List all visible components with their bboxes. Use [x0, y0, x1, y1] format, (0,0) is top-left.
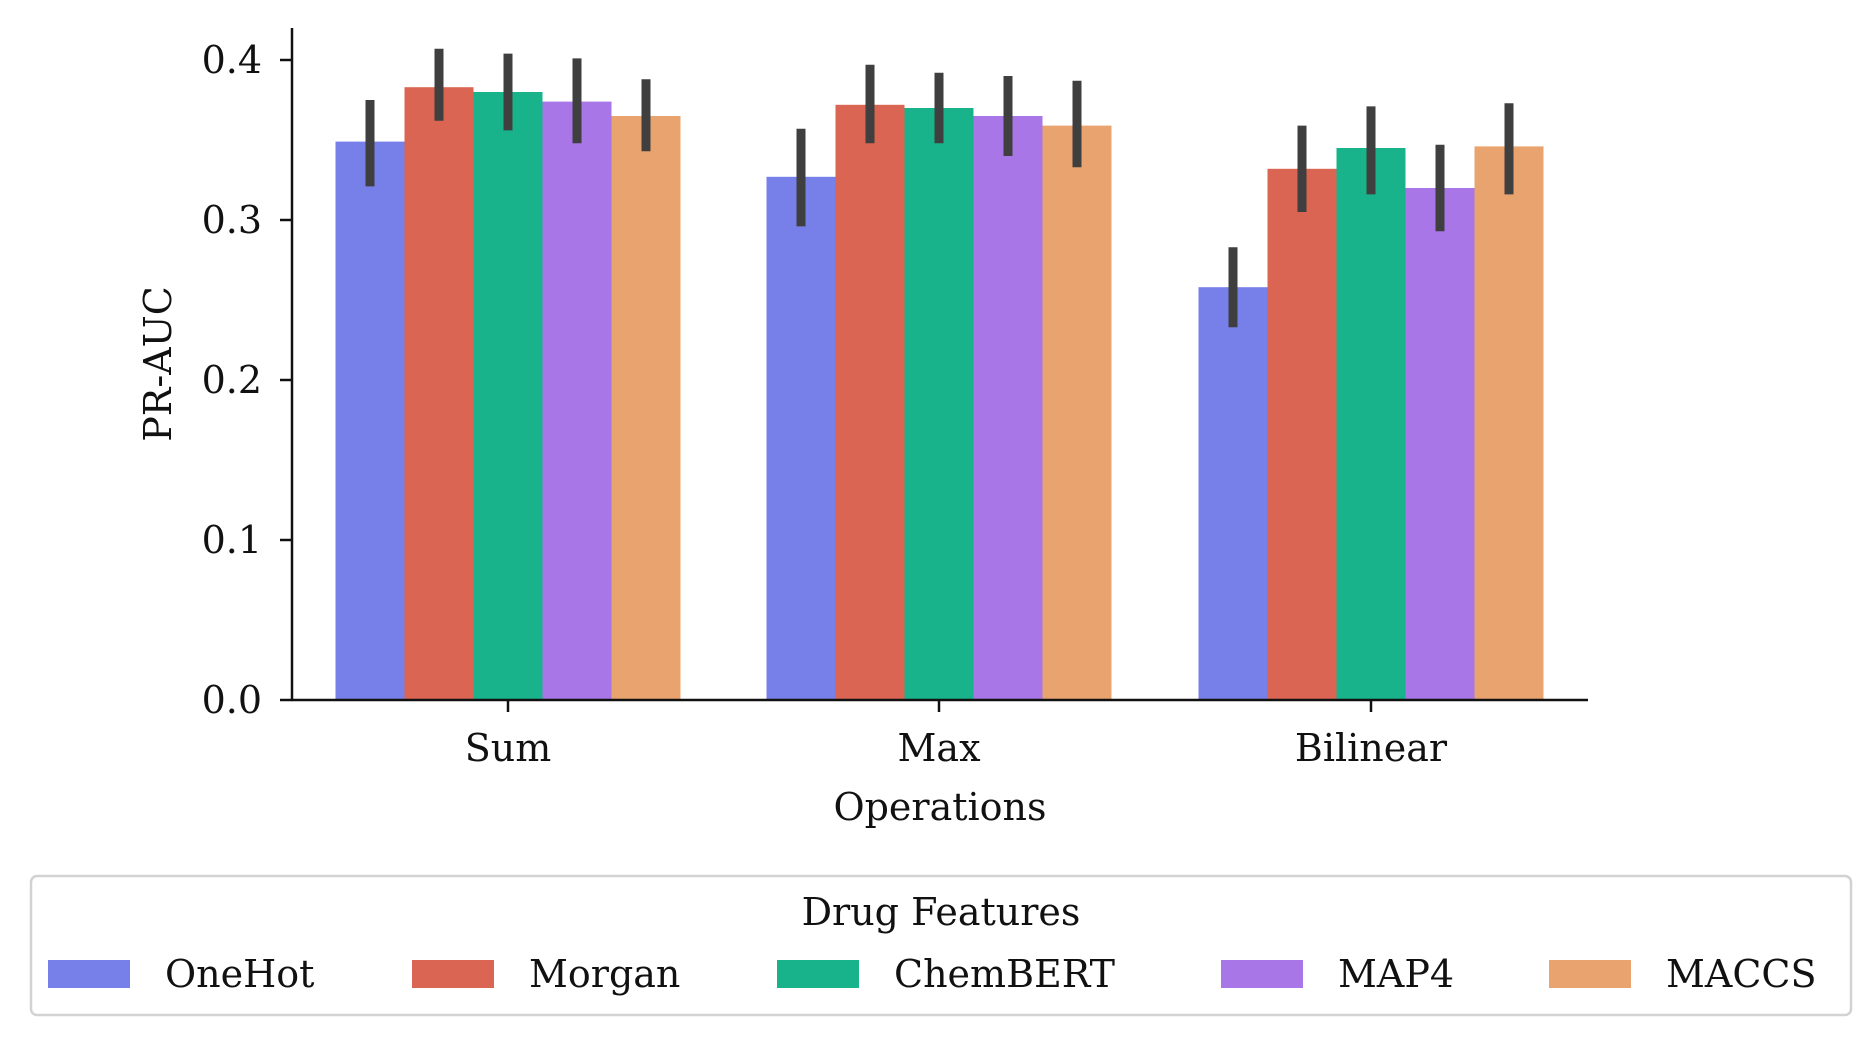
bar-map4-bilinear: [1405, 188, 1475, 700]
legend-swatch-onehot: [48, 960, 130, 988]
legend-title: Drug Features: [802, 890, 1081, 934]
y-tick-label: 0.3: [202, 198, 262, 242]
bar-morgan-sum: [404, 87, 474, 700]
bar-onehot-sum: [335, 141, 405, 701]
legend-swatch-maccs: [1549, 960, 1631, 988]
legend-swatch-map4: [1221, 960, 1303, 988]
x-tick-label: Sum: [465, 726, 552, 770]
bar-maccs-bilinear: [1474, 146, 1544, 700]
legend-swatch-morgan: [412, 960, 494, 988]
bar-map4-sum: [542, 101, 612, 701]
bar-chembert-sum: [473, 92, 543, 700]
x-tick-label: Max: [898, 726, 981, 770]
bar-chembert-max: [904, 108, 974, 700]
y-axis-title: PR-AUC: [136, 286, 180, 442]
bar-map4-max: [973, 116, 1043, 700]
bar-morgan-bilinear: [1267, 168, 1337, 701]
legend-label-morgan: Morgan: [529, 952, 680, 996]
x-tick-label: Bilinear: [1295, 726, 1448, 770]
bar-morgan-max: [835, 104, 905, 701]
bar-chembert-bilinear: [1336, 148, 1406, 700]
bar-maccs-max: [1042, 125, 1112, 701]
legend-swatch-chembert: [777, 960, 859, 988]
y-tick-label: 0.0: [202, 678, 262, 722]
legend-label-maccs: MACCS: [1666, 952, 1817, 996]
y-tick-label: 0.2: [202, 358, 262, 402]
y-tick-label: 0.1: [202, 518, 262, 562]
legend-label-onehot: OneHot: [165, 952, 314, 996]
x-axis-title: Operations: [833, 785, 1046, 829]
y-tick-label: 0.4: [202, 38, 262, 82]
legend-label-map4: MAP4: [1338, 952, 1454, 996]
legend-label-chembert: ChemBERT: [894, 952, 1115, 996]
bar-onehot-bilinear: [1198, 287, 1268, 700]
bar-onehot-max: [766, 176, 836, 701]
bar-maccs-sum: [611, 116, 681, 700]
